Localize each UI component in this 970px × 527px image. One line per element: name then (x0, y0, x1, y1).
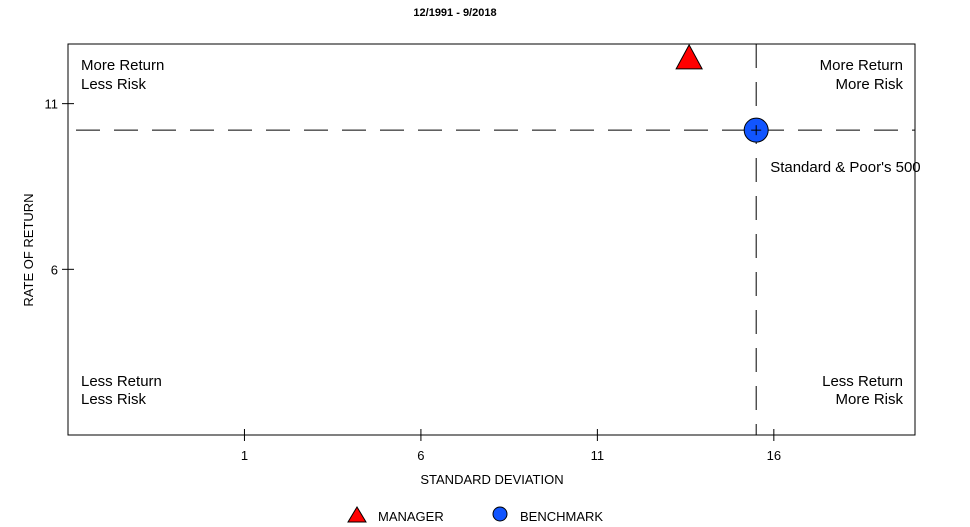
x-tick-label: 6 (417, 448, 424, 463)
plot-frame (67, 43, 916, 436)
quadrant-top-left-line2: Less Risk (81, 76, 147, 93)
x-axis-label: STANDARD DEVIATION (420, 472, 563, 487)
reference-lines (76, 44, 915, 435)
y-axis-label: RATE OF RETURN (21, 193, 36, 306)
benchmark-point-label: Standard & Poor's 500 (770, 159, 920, 176)
legend-benchmark-circle-icon (492, 506, 508, 522)
y-tick-label: 11 (45, 97, 59, 112)
x-tick-label: 11 (591, 448, 605, 463)
manager-point (675, 43, 703, 70)
y-axis-ticks: 6 11 (45, 97, 74, 277)
quadrant-top-left-line1: More Return (81, 57, 164, 74)
quadrant-top-right-line2: More Risk (835, 76, 903, 93)
quadrant-bottom-left-line2: Less Risk (81, 391, 147, 408)
quadrant-bottom-left-line1: Less Return (81, 373, 162, 390)
quadrant-bottom-right-line2: More Risk (835, 391, 903, 408)
legend-benchmark-label: BENCHMARK (520, 509, 603, 524)
quadrant-top-right-line1: More Return (820, 57, 903, 74)
legend-manager-label: MANAGER (378, 509, 444, 524)
legend-manager-triangle-icon (347, 506, 367, 523)
y-tick-label: 6 (51, 262, 58, 277)
x-axis-ticks: 1 6 11 16 (241, 429, 781, 463)
data-points (675, 43, 769, 143)
quadrant-bottom-right-line1: Less Return (822, 373, 903, 390)
chart-title: 12/1991 - 9/2018 (413, 7, 496, 19)
legend: MANAGER BENCHMARK (347, 506, 603, 524)
x-tick-label: 16 (767, 448, 781, 463)
x-tick-label: 1 (241, 448, 248, 463)
